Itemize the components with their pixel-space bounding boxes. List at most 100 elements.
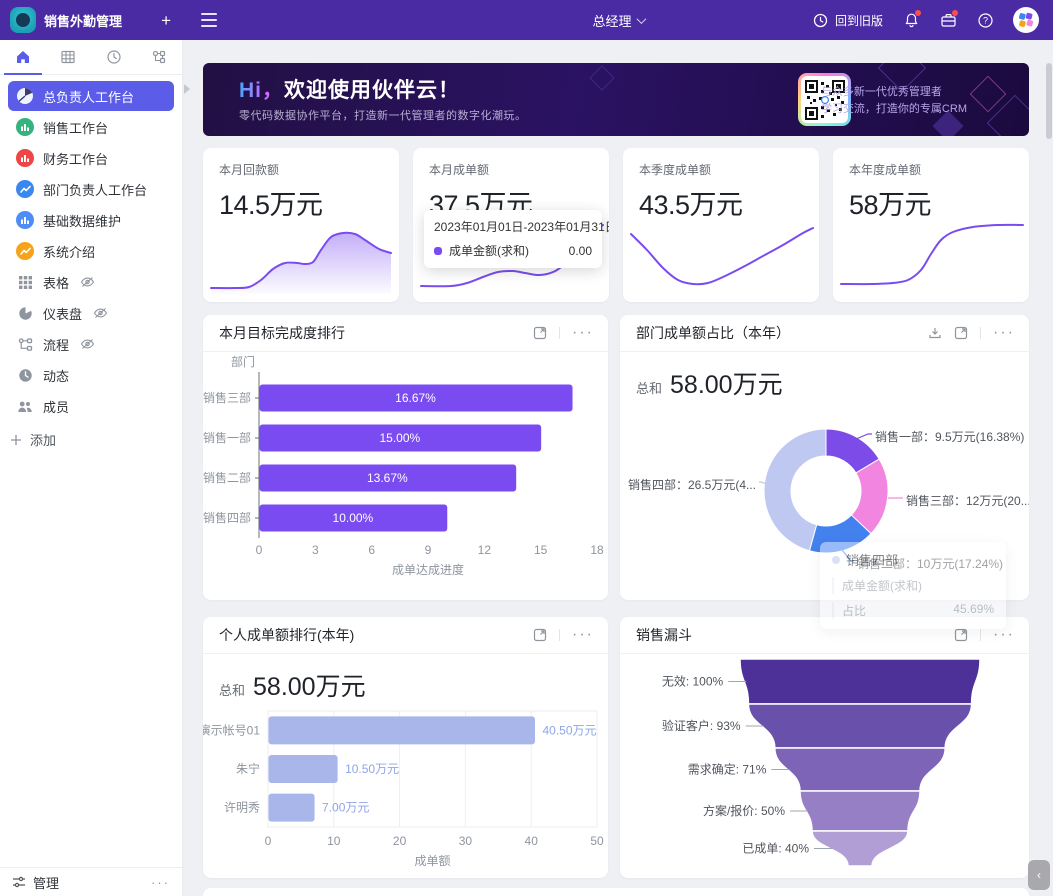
sidebar-item-3[interactable]: 财务工作台: [8, 143, 174, 173]
sidebar-item-11[interactable]: 成员: [8, 391, 174, 421]
download-icon[interactable]: [928, 326, 942, 340]
sidebar-item-8[interactable]: 仪表盘: [8, 298, 174, 328]
stat-label: 本年度成单额: [849, 163, 922, 177]
notification-badge: [915, 10, 921, 16]
sidebar-item-2[interactable]: 销售工作台: [8, 112, 174, 142]
manage-icon: [13, 876, 25, 888]
svg-text:销售二部：10万元(17.24%): 销售二部：10万元(17.24%): [857, 556, 1003, 571]
svg-text:0: 0: [256, 543, 263, 557]
svg-text:3: 3: [312, 543, 319, 557]
svg-text:演示帐号01: 演示帐号01: [203, 722, 260, 737]
svg-text:10.50万元: 10.50万元: [345, 762, 399, 776]
dashboard-icon: [18, 306, 32, 320]
qr-code-frame: [798, 73, 851, 126]
panel-target-ranking: 本月目标完成度排行 ··· 部门 销售三部 16.67% 销售一部 15.00% 销售二部…: [203, 315, 608, 600]
svg-text:15.00%: 15.00%: [379, 431, 420, 445]
sidebar-item-5[interactable]: 基础数据维护: [8, 205, 174, 235]
sidebar-item-label: 成员: [43, 399, 70, 415]
svg-text:40.50万元: 40.50万元: [542, 723, 596, 737]
sidebar-tab-table[interactable]: [46, 40, 92, 74]
bar-chart-icon: [21, 217, 29, 224]
hidden-eye-icon: [80, 277, 95, 287]
app-title: 销售外勤管理: [44, 13, 123, 29]
main-content: Hi，欢迎使用伙伴云！ 零代码数据协作平台，打造新一代管理者的数字化潮玩。 与众…: [183, 40, 1053, 896]
sidebar-item-7[interactable]: 表格: [8, 267, 174, 297]
sidebar-item-1[interactable]: 总负责人工作台: [8, 81, 174, 111]
bell-icon: [905, 13, 917, 27]
workbench-badge: [952, 10, 958, 16]
sales-funnel-chart[interactable]: 无效: 100% 验证客户: 93% 需求确定: 71% 方案/报价: 50% 已成单:…: [620, 654, 1029, 878]
dept-share-donut-chart[interactable]: 销售一部：9.5万元(16.38%) 销售三部：12万元(20.... 销售二部：1…: [620, 398, 1029, 600]
back-to-old-version-button[interactable]: 回到旧版: [812, 11, 883, 29]
sidebar-footer-more-button[interactable]: ···: [151, 874, 170, 890]
user-avatar[interactable]: [1013, 7, 1039, 33]
svg-text:需求确定: 71%: 需求确定: 71%: [688, 762, 767, 777]
workspace-brand[interactable]: 销售外勤管理 +: [0, 0, 183, 40]
sidebar-add-button[interactable]: 添加: [0, 422, 182, 457]
panel-title: 部门成单额占比（本年）: [636, 325, 790, 341]
page-scrollbar-thumb[interactable]: [1046, 63, 1052, 139]
sidebar-item-6[interactable]: 系统介绍: [8, 236, 174, 266]
qr-caption: 与众多新一代优秀管理者 学习交流，打造你的专属CRM: [820, 86, 967, 115]
svg-text:销售三部：12万元(20....: 销售三部：12万元(20....: [906, 493, 1029, 508]
svg-text:成单达成进度: 成单达成进度: [392, 562, 464, 577]
sidebar-item-label: 基础数据维护: [43, 213, 122, 229]
collapse-widget-button[interactable]: ‹: [1028, 860, 1050, 890]
svg-text:验证客户: 93%: 验证客户: 93%: [662, 718, 741, 733]
stat-card-1[interactable]: 本月回款额 14.5万元: [203, 148, 399, 302]
clock-icon: [107, 50, 121, 64]
svg-text:方案/报价: 50%: 方案/报价: 50%: [703, 803, 785, 818]
menu-toggle-button[interactable]: [201, 13, 217, 27]
more-actions-button[interactable]: ···: [572, 626, 594, 643]
sidebar-item-label: 动态: [43, 368, 70, 384]
expand-icon[interactable]: [954, 628, 968, 642]
sidebar-item-label: 仪表盘: [43, 306, 83, 322]
add-workspace-button[interactable]: +: [161, 10, 171, 30]
workbench-button[interactable]: [939, 10, 958, 29]
svg-text:7.00万元: 7.00万元: [322, 801, 369, 815]
svg-text:6: 6: [368, 543, 375, 557]
banner-decoration: [589, 65, 615, 91]
sidebar-item-4[interactable]: 部门负责人工作台: [8, 174, 174, 204]
svg-text:12: 12: [478, 543, 492, 557]
panel-funnel: 销售漏斗 ··· 无效: 100% 验证客户: 93% 需求确定: 71% 方案/报价…: [620, 617, 1029, 878]
expand-icon[interactable]: [533, 628, 547, 642]
topbar-actions: 回到旧版 ?: [812, 7, 1053, 33]
help-button[interactable]: ?: [976, 11, 994, 29]
sidebar-tab-home[interactable]: [0, 40, 46, 75]
sidebar-tab-clock[interactable]: [91, 40, 137, 74]
sidebar-tabs: [0, 40, 182, 75]
table-grid-icon: [18, 275, 32, 289]
svg-text:无效: 100%: 无效: 100%: [662, 674, 724, 689]
expand-icon[interactable]: [954, 326, 968, 340]
sidebar-item-9[interactable]: 流程: [8, 329, 174, 359]
sidebar-footer[interactable]: 管理 ···: [0, 867, 182, 896]
sidebar-item-label: 财务工作台: [43, 151, 109, 167]
expand-icon[interactable]: [533, 326, 547, 340]
more-actions-button[interactable]: ···: [993, 324, 1015, 341]
more-actions-button[interactable]: ···: [993, 626, 1015, 643]
role-selector[interactable]: 总经理: [592, 11, 647, 30]
svg-text:销售一部：9.5万元(16.38%): 销售一部：9.5万元(16.38%): [875, 429, 1024, 444]
workflow-icon: [18, 337, 32, 351]
table-icon: [61, 50, 75, 64]
notifications-button[interactable]: [902, 10, 921, 29]
svg-text:部门: 部门: [231, 354, 255, 369]
activity-clock-icon: [18, 368, 32, 382]
stat-card-4[interactable]: 本年度成单额 58万元: [833, 148, 1029, 302]
pie-chart-icon: [17, 88, 33, 104]
panel-dept-share: 部门成单额占比（本年） ··· 总和 58.00万元 销售一部：9.5万元(16…: [620, 315, 1029, 629]
stat-card-2[interactable]: 本月成单额 37.5万元 2023年01月01日-2023年01月31日 成单金…: [413, 148, 609, 302]
welcome-banner[interactable]: Hi，欢迎使用伙伴云！ 零代码数据协作平台，打造新一代管理者的数字化潮玩。 与众…: [203, 63, 1029, 136]
pinwheel-logo-icon: [1018, 12, 1034, 28]
stat-card-3[interactable]: 本季度成单额 43.5万元: [623, 148, 819, 302]
dept-share-total: 总和 58.00万元: [636, 371, 783, 399]
sidebar-collapse-handle[interactable]: [184, 84, 190, 94]
sidebar-item-10[interactable]: 动态: [8, 360, 174, 390]
more-actions-button[interactable]: ···: [572, 324, 594, 341]
sidebar-tab-flow[interactable]: [137, 40, 183, 74]
stat-value: 43.5万元: [639, 190, 743, 220]
